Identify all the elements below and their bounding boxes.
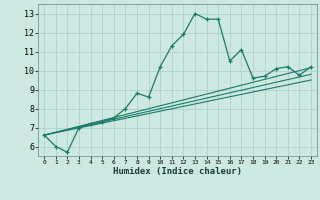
X-axis label: Humidex (Indice chaleur): Humidex (Indice chaleur) [113, 167, 242, 176]
